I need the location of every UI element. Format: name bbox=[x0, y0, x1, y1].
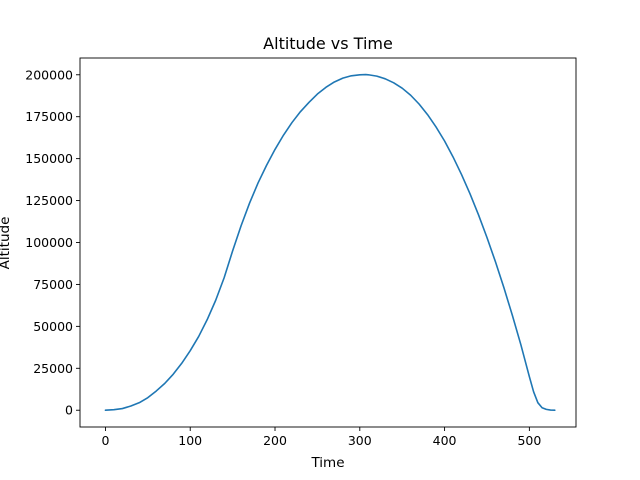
y-tick-label: 100000 bbox=[25, 235, 73, 250]
x-tick-label: 300 bbox=[348, 433, 372, 448]
x-tick-label: 200 bbox=[263, 433, 287, 448]
y-tick-label: 75000 bbox=[33, 277, 73, 292]
y-tick-label: 125000 bbox=[25, 193, 73, 208]
chart-title: Altitude vs Time bbox=[263, 34, 393, 53]
y-tick-label: 175000 bbox=[25, 109, 73, 124]
y-tick-label: 150000 bbox=[25, 151, 73, 166]
x-axis-label: Time bbox=[310, 455, 344, 471]
x-tick-label: 0 bbox=[101, 433, 109, 448]
altitude-series-line bbox=[104, 73, 556, 412]
x-tick-label: 500 bbox=[517, 433, 541, 448]
x-tick-label: 400 bbox=[433, 433, 457, 448]
x-tick-label: 100 bbox=[178, 433, 202, 448]
y-tick-label: 0 bbox=[65, 403, 73, 418]
y-tick-label: 200000 bbox=[25, 67, 73, 82]
y-tick-label: 25000 bbox=[33, 361, 73, 376]
y-tick-label: 50000 bbox=[33, 319, 73, 334]
plot-area: 0 100 200 300 400 500 0 25000 50000 75000 100000 12… bbox=[25, 57, 577, 448]
y-axis-label: Altitude bbox=[0, 217, 13, 270]
